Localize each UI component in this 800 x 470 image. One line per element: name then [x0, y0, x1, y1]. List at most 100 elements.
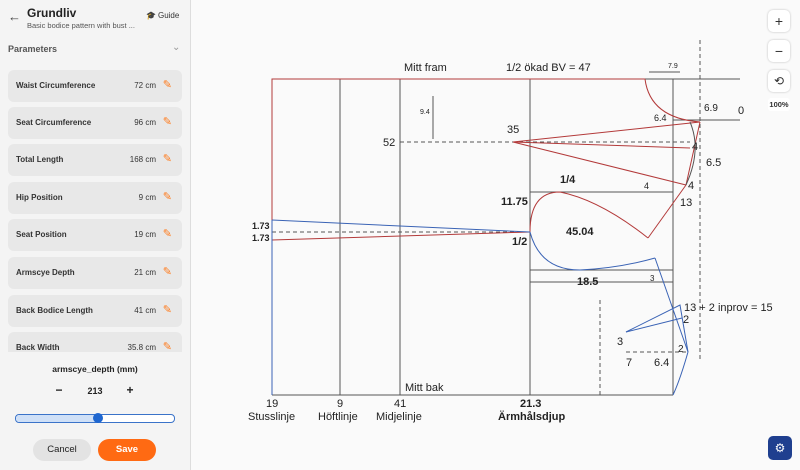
param-row[interactable]: Waist Circumference 72 cm ✎	[8, 70, 182, 102]
back-dart	[625, 317, 683, 333]
param-row[interactable]: Hip Position 9 cm ✎	[8, 182, 182, 214]
decrement-button[interactable]: −	[55, 383, 63, 397]
increment-button[interactable]: +	[126, 383, 134, 397]
param-row[interactable]: Armscye Depth 21 cm ✎	[8, 257, 182, 289]
pencil-icon[interactable]: ✎	[162, 153, 172, 165]
shoulder-curve	[685, 121, 696, 186]
dim-label: 6.5	[706, 157, 721, 169]
armhole-curve	[529, 191, 649, 239]
pencil-icon[interactable]: ✎	[162, 228, 172, 240]
axis-number: 9	[337, 398, 343, 410]
dim-label: 2	[678, 344, 684, 355]
pencil-icon[interactable]: ✎	[162, 191, 172, 203]
label-mitt-bak: Mitt bak	[405, 382, 444, 394]
bug-icon[interactable]: ⚙	[768, 436, 792, 460]
dart-line	[512, 141, 687, 186]
axis-label: Midjelinje	[376, 411, 422, 423]
slider-fill	[16, 415, 99, 422]
param-label: Armscye Depth	[16, 268, 75, 277]
pencil-icon[interactable]: ✎	[162, 266, 172, 278]
dim-label: 6.4	[654, 357, 669, 369]
param-label: Back Bodice Length	[16, 306, 93, 315]
param-value: 9 cm	[138, 193, 156, 202]
dim-label: 9.4	[420, 109, 430, 116]
pencil-icon[interactable]: ✎	[162, 79, 172, 91]
zoom-level: 100%	[768, 98, 790, 111]
dim-label: 7.9	[668, 63, 678, 70]
pencil-icon[interactable]: ✎	[162, 341, 172, 352]
param-value: 21 cm	[134, 268, 156, 277]
param-row[interactable]: Seat Circumference 96 cm ✎	[8, 107, 182, 139]
slider-thumb[interactable]	[93, 413, 104, 423]
dim-label: 3	[650, 274, 655, 283]
dim-label: 6.4	[654, 113, 667, 123]
dim-label: 6.9	[704, 103, 718, 114]
param-row[interactable]: Back Width 35.8 cm ✎	[8, 332, 182, 352]
param-value: 19 cm	[134, 230, 156, 239]
param-label: Hip Position	[16, 193, 63, 202]
parameters-heading: Parameters	[8, 44, 58, 54]
dim-label: 1.73	[252, 233, 270, 243]
param-label: Total Length	[16, 155, 64, 164]
dim-label: 18.5	[577, 276, 598, 288]
param-value: 72 cm	[134, 81, 156, 90]
dim-label: 11.75	[501, 196, 528, 208]
sidebar: ← Grundliv Basic bodice pattern with bus…	[0, 0, 191, 470]
graduation-cap-icon: 🎓	[146, 11, 156, 20]
dim-label: 13	[680, 197, 692, 209]
back-side-line	[654, 257, 689, 353]
slider-panel: armscye_depth (mm) − 213 + Cancel Save	[0, 352, 190, 470]
dim-label: 4	[688, 180, 694, 192]
reset-view-button[interactable]: ⟲	[768, 70, 790, 92]
dim-label: 45.04	[566, 226, 594, 238]
value-slider[interactable]	[15, 413, 175, 423]
guide-label: Guide	[157, 11, 180, 20]
pencil-icon[interactable]: ✎	[162, 304, 172, 316]
label-okad-bv: 1/2 ökad BV = 47	[506, 62, 591, 74]
zoom-out-button[interactable]: −	[768, 40, 790, 62]
param-label: Seat Circumference	[16, 118, 92, 127]
page-subtitle: Basic bodice pattern with bust ...	[27, 21, 135, 30]
param-row[interactable]: Back Bodice Length 41 cm ✎	[8, 295, 182, 327]
axis-label: Höftlinje	[318, 411, 358, 423]
stepper-value: 213	[87, 386, 103, 396]
dim-label: 35	[507, 124, 519, 136]
parameter-list[interactable]: Waist Circumference 72 cm ✎ Seat Circumfer…	[0, 60, 190, 352]
sidebar-header: ← Grundliv Basic bodice pattern with bus…	[0, 0, 190, 36]
guide-button[interactable]: 🎓 Guide	[146, 11, 179, 20]
param-row[interactable]: Total Length 168 cm ✎	[8, 144, 182, 176]
back-hem-curve	[672, 351, 689, 396]
param-label: Waist Circumference	[16, 81, 96, 90]
dim-label: 4	[644, 181, 649, 191]
dart-line	[512, 121, 701, 143]
param-value: 168 cm	[129, 155, 156, 164]
param-label: Back Width	[16, 343, 60, 352]
page-title: Grundliv	[27, 6, 77, 20]
param-label: Seat Position	[16, 230, 67, 239]
dim-label: 0	[738, 105, 744, 117]
label-mitt-fram: Mitt fram	[404, 62, 447, 74]
cancel-button[interactable]: Cancel	[33, 439, 91, 461]
dim-label: 1/2	[512, 236, 527, 248]
zoom-in-button[interactable]: +	[768, 10, 790, 32]
back-armhole-curve	[529, 231, 656, 271]
dim-label: 1.73	[252, 221, 270, 231]
param-value: 96 cm	[134, 118, 156, 127]
dim-label: 52	[383, 137, 395, 149]
pattern-canvas[interactable]	[191, 0, 800, 470]
dim-label: 1/4	[560, 174, 576, 186]
chevron-down-icon[interactable]: ⌄	[172, 42, 181, 53]
axis-number: 21.3	[520, 398, 541, 410]
dim-label: 13 + 2 inprov = 15	[684, 302, 773, 314]
back-waist-line	[271, 219, 531, 233]
waist-line	[271, 231, 531, 241]
dim-label: 3	[617, 336, 623, 348]
arrow-left-icon[interactable]: ←	[8, 9, 21, 24]
front-neck-curve	[644, 78, 701, 123]
pencil-icon[interactable]: ✎	[162, 116, 172, 128]
save-button[interactable]: Save	[98, 439, 156, 461]
axis-number: 41	[394, 398, 406, 410]
dim-label: 2	[683, 314, 689, 326]
param-row[interactable]: Seat Position 19 cm ✎	[8, 219, 182, 251]
